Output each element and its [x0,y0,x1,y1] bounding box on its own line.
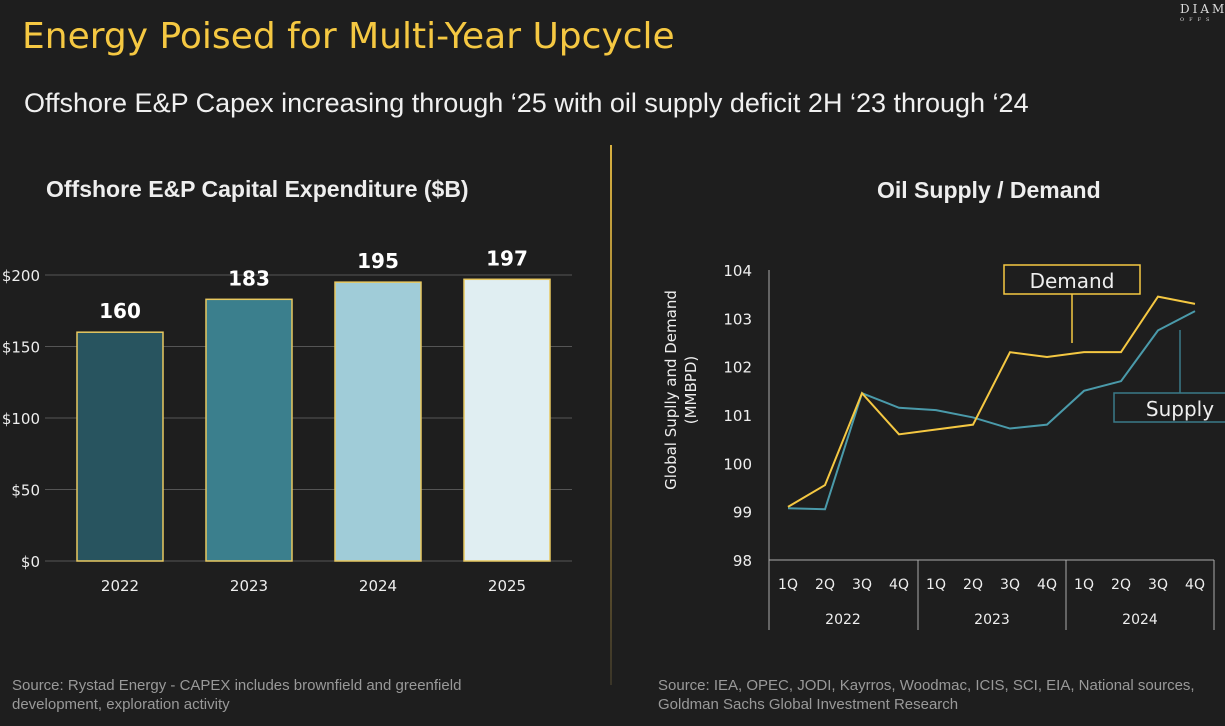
x-tick-label: 4Q [1185,577,1205,593]
y-tick-label: $200 [2,267,40,285]
series-line-demand [787,295,1196,508]
company-logo: DIAM OFFS [1180,3,1225,23]
series-line-supply [787,310,1196,511]
x-tick-label: 3Q [852,577,872,593]
x-year-label: 2023 [974,612,1010,628]
y-tick-label: $0 [21,553,40,571]
data-label: 183 [228,266,270,290]
y-tick-label: $100 [2,410,40,428]
slide-subtitle: Offshore E&P Capex increasing through ‘2… [24,88,1029,118]
bar-2025 [463,278,551,562]
demand-callout-label: Demand [1030,269,1115,293]
y-tick-label: 104 [723,262,752,280]
x-tick-label: 2Q [1111,577,1131,593]
x-tick-label: 4Q [889,577,909,593]
x-year-label: 2022 [825,612,861,628]
x-tick-label: 3Q [1000,577,1020,593]
x-tick-label: 1Q [1074,577,1094,593]
left-source-note: Source: Rystad Energy - CAPEX includes b… [12,677,462,713]
supply-callout-box [1113,392,1225,423]
divider [610,145,612,685]
bar-2024 [334,281,422,562]
bar-2022 [76,331,164,562]
y-axis-label-line2: (MMBPD) [682,356,700,424]
bar-2023 [205,298,293,562]
x-tick-label: 2Q [963,577,983,593]
line-chart-title: Oil Supply / Demand [877,177,1101,203]
data-label: 197 [486,246,528,270]
y-tick-label: 100 [723,455,752,473]
y-tick-label: 101 [723,407,752,425]
logo-line1: DIAM [1180,3,1225,16]
bar-chart-title: Offshore E&P Capital Expenditure ($B) [46,176,469,202]
x-tick-label: 2022 [101,577,139,595]
data-label: 195 [357,249,399,273]
data-label: 160 [99,299,141,323]
y-tick-label: $150 [2,339,40,357]
y-axis-label-line1: Global Suplly and Demand [662,290,680,490]
slide-title: Energy Poised for Multi-Year Upcycle [22,16,675,57]
y-tick-label: 103 [723,310,752,328]
y-tick-label: 98 [733,552,752,570]
logo-line2: OFFS [1180,17,1215,23]
bar-chart: $0 $50 $100 $150 $200 160 2022 183 2023 195 2024 19… [2,246,572,595]
y-tick-label: $50 [11,482,40,500]
y-tick-label: 99 [733,504,752,522]
supply-callout-label: Supply [1146,397,1214,421]
x-tick-label: 3Q [1148,577,1168,593]
x-tick-label: 2025 [488,577,526,595]
x-year-label: 2024 [1122,612,1158,628]
x-tick-label: 2024 [359,577,397,595]
x-tick-label: 2023 [230,577,268,595]
right-source-note: Source: IEA, OPEC, JODI, Kayrros, Woodma… [658,677,1195,713]
y-tick-label: 102 [723,359,752,377]
x-tick-label: 2Q [815,577,835,593]
x-tick-label: 4Q [1037,577,1057,593]
x-tick-label: 1Q [926,577,946,593]
x-tick-label: 1Q [778,577,798,593]
line-chart: 98 99 100 101 102 103 104 1Q 2Q 3Q 4Q 1Q 2Q 3Q 4Q 1Q 2Q 3… [662,262,1225,630]
